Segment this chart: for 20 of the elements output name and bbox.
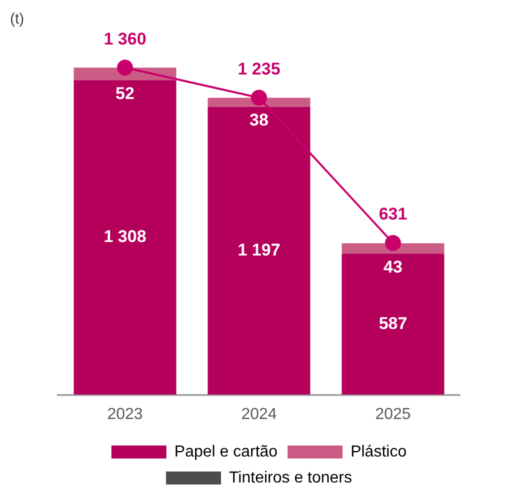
x-tick-label: 2023 bbox=[107, 406, 143, 423]
data-label: 1 197 bbox=[238, 240, 280, 260]
data-label: 1 360 bbox=[104, 29, 146, 48]
legend-label: Papel e cartão bbox=[174, 443, 278, 460]
bar bbox=[342, 254, 444, 395]
data-label: 43 bbox=[384, 257, 402, 276]
data-label: 1 235 bbox=[238, 59, 280, 78]
bar bbox=[208, 106, 310, 395]
bar bbox=[74, 80, 176, 395]
legend-label: Plástico bbox=[350, 443, 407, 460]
legend-label: Tinteiros e toners bbox=[228, 469, 352, 486]
y-axis-title: (t) bbox=[10, 10, 24, 28]
data-label: 1 308 bbox=[104, 227, 146, 246]
bar bbox=[342, 243, 444, 254]
data-label: 631 bbox=[378, 204, 408, 224]
x-tick-label: 2025 bbox=[375, 406, 411, 423]
x-tick-label: 2024 bbox=[241, 406, 277, 423]
data-label: 587 bbox=[378, 314, 408, 333]
data-label: 52 bbox=[116, 84, 134, 103]
data-label: 38 bbox=[250, 110, 268, 130]
